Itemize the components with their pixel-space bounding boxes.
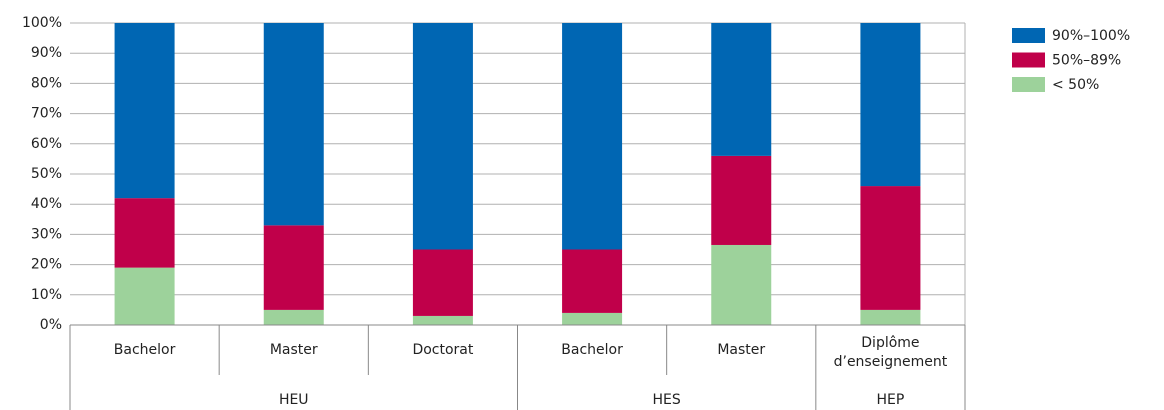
y-tick-label: 60% <box>31 136 62 152</box>
bar-segment <box>263 309 324 325</box>
x-tick-label: Master <box>270 342 318 358</box>
bar-segment <box>711 155 772 245</box>
bar-segment <box>263 23 324 226</box>
bar-segment <box>412 315 473 325</box>
x-tick-label: Master <box>717 342 765 358</box>
y-tick-label: 100% <box>22 15 62 31</box>
bar-segment <box>263 225 324 310</box>
bar-segment <box>562 23 623 250</box>
legend-label: < 50% <box>1052 77 1099 93</box>
y-tick-label: 20% <box>31 257 62 273</box>
y-tick-label: 0% <box>40 317 62 333</box>
y-tick-label: 50% <box>31 166 62 182</box>
y-tick-label: 70% <box>31 106 62 122</box>
bar-segment <box>114 23 175 199</box>
legend-label: 50%–89% <box>1052 53 1121 69</box>
x-tick-label: Bachelor <box>114 342 176 358</box>
y-tick-label: 90% <box>31 45 62 61</box>
y-tick-label: 80% <box>31 75 62 91</box>
legend-swatch <box>1012 28 1045 43</box>
x-tick-label: Diplôme d’enseignement <box>834 335 948 370</box>
bar-segment <box>562 249 623 313</box>
bar-segment <box>114 267 175 325</box>
legend-label: 90%–100% <box>1052 28 1130 44</box>
legend-swatch <box>1012 52 1045 68</box>
bar-segment <box>711 23 772 156</box>
y-tick-label: 30% <box>31 226 62 242</box>
bar-segment <box>562 312 623 325</box>
group-label: HEU <box>279 392 309 408</box>
y-tick-label: 10% <box>31 287 62 303</box>
bar-segment <box>412 23 473 250</box>
x-tick-label: Bachelor <box>561 342 623 358</box>
group-label: HEP <box>877 392 905 408</box>
bar-segment <box>860 309 921 325</box>
bar-segment <box>114 198 175 268</box>
legend-swatch <box>1012 77 1045 92</box>
group-label: HES <box>653 392 681 408</box>
bar-segment <box>711 244 772 325</box>
bar-segment <box>412 249 473 316</box>
bar-segment <box>860 23 921 187</box>
y-tick-label: 40% <box>31 196 62 212</box>
x-tick-label: Doctorat <box>412 342 473 358</box>
bar-segment <box>860 186 921 310</box>
